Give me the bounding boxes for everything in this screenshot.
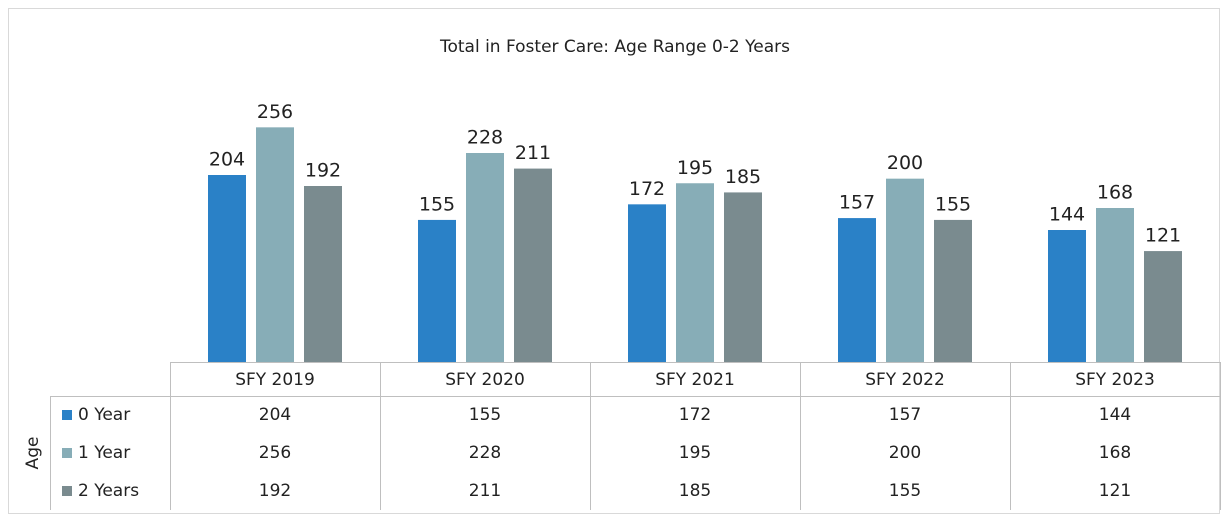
bar — [1048, 230, 1086, 362]
bar — [724, 192, 762, 362]
data-label: 121 — [1145, 225, 1181, 247]
data-label: 256 — [257, 101, 293, 123]
bar — [628, 204, 666, 362]
data-label: 204 — [209, 149, 245, 171]
category-label: SFY 2022 — [865, 370, 945, 390]
table-cell: 211 — [469, 481, 501, 501]
bar — [208, 175, 246, 362]
bar — [934, 219, 972, 362]
legend-key — [62, 448, 72, 458]
category-label: SFY 2021 — [655, 370, 735, 390]
data-label: 228 — [467, 127, 503, 149]
legend-key — [62, 486, 72, 496]
bar — [304, 186, 342, 362]
table-cell: 200 — [889, 443, 921, 463]
table-cell: 256 — [259, 443, 291, 463]
table-cell: 185 — [679, 481, 711, 501]
table-cell: 195 — [679, 443, 711, 463]
data-label: 172 — [629, 178, 665, 200]
table-cell: 204 — [259, 405, 291, 425]
legend-key — [62, 410, 72, 420]
data-label: 155 — [419, 193, 455, 215]
bar — [466, 153, 504, 362]
table-cell: 155 — [889, 481, 921, 501]
legend-title: Age — [23, 437, 43, 470]
table-cell: 157 — [889, 405, 921, 425]
bar — [1144, 251, 1182, 362]
bar — [256, 127, 294, 362]
data-label: 185 — [725, 166, 761, 188]
table-cell: 228 — [469, 443, 501, 463]
legend-label: 1 Year — [78, 443, 130, 463]
table-cell: 172 — [679, 405, 711, 425]
data-label: 168 — [1097, 182, 1133, 204]
chart-border — [8, 8, 1220, 514]
data-label: 200 — [887, 152, 923, 174]
data-label: 157 — [839, 192, 875, 214]
bar — [838, 218, 876, 362]
legend-label: 2 Years — [78, 481, 139, 501]
category-label: SFY 2023 — [1075, 370, 1155, 390]
table-cell: 144 — [1099, 405, 1131, 425]
bar — [514, 168, 552, 362]
category-label: SFY 2020 — [445, 370, 525, 390]
data-label: 192 — [305, 160, 341, 182]
table-cell: 192 — [259, 481, 291, 501]
table-cell: 155 — [469, 405, 501, 425]
legend-label: 0 Year — [78, 405, 130, 425]
data-label: 155 — [935, 193, 971, 215]
data-label: 211 — [515, 142, 551, 164]
bar — [1096, 208, 1134, 362]
bar — [418, 219, 456, 362]
table-cell: 168 — [1099, 443, 1131, 463]
bar — [676, 183, 714, 362]
bar — [886, 178, 924, 362]
data-label: 195 — [677, 157, 713, 179]
data-label: 144 — [1049, 204, 1085, 226]
table-cell: 121 — [1099, 481, 1131, 501]
category-label: SFY 2019 — [235, 370, 315, 390]
chart-title: Total in Foster Care: Age Range 0-2 Year… — [439, 37, 790, 57]
